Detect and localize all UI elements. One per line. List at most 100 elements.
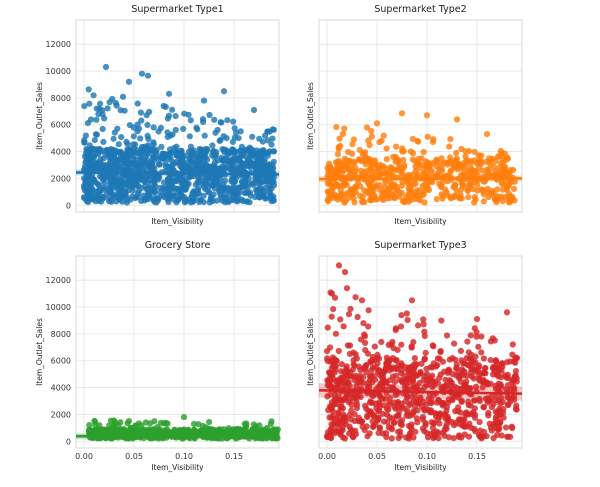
data-point [335,144,342,151]
data-point [449,355,456,362]
data-point [500,414,507,421]
data-point [341,155,348,162]
panel-4: Supermarket Type3 0.00 0.05 0.10 0.15 Item_Vi… [306,240,523,472]
data-point [397,428,404,435]
data-point [327,376,334,383]
data-point [369,379,376,386]
data-point [451,383,458,390]
data-point [115,141,122,148]
data-point [513,355,521,362]
data-point [330,306,337,313]
data-point [396,162,403,170]
data-point [498,432,505,439]
data-point [245,147,253,154]
x-axis-label: Item_Visibility [394,217,447,226]
data-point [352,189,359,196]
data-point [363,361,370,369]
data-point [413,361,420,368]
data-point [214,126,221,134]
data-point [357,183,364,190]
data-point [82,132,89,139]
data-point [412,168,419,175]
data-point [127,159,134,167]
data-point [361,331,368,338]
data-point [380,189,387,196]
data-point [123,154,130,161]
data-point [111,192,118,199]
data-point [332,159,340,166]
data-point [260,161,267,168]
data-point [83,198,91,205]
data-point [480,191,487,198]
data-point [163,193,170,200]
data-point [336,135,343,142]
data-point [329,354,336,361]
data-point [450,435,457,442]
data-point [468,159,475,166]
data-point [495,153,502,160]
data-point [224,152,231,159]
data-point [423,371,431,378]
y-tick-label: 12000 [46,276,71,285]
data-point [480,198,487,205]
data-point [376,182,383,189]
data-point [391,419,398,426]
data-point [463,378,470,385]
data-point [437,371,444,378]
data-point [350,136,357,143]
data-point [480,404,487,411]
data-point [489,189,496,196]
data-point [420,316,427,323]
data-point [352,184,359,191]
data-point [95,111,102,118]
data-point [151,189,158,196]
data-point [349,141,356,148]
data-point [351,411,358,418]
data-point [84,157,91,164]
data-point [361,169,368,176]
data-point [139,176,146,183]
data-point [444,172,451,179]
data-point [163,185,170,192]
y-tick-label: 8000 [51,94,71,103]
data-point [443,332,451,339]
data-point [473,333,480,340]
data-point [205,189,212,196]
data-point [376,382,384,389]
data-point [172,113,179,120]
data-point [267,420,274,427]
data-point [265,149,272,156]
data-point [339,434,347,441]
data-point [195,176,202,183]
data-point [468,358,475,365]
data-point [488,427,495,434]
data-point [462,153,469,160]
data-point [463,384,470,392]
data-point [391,182,398,189]
data-point [375,429,382,436]
data-point [391,378,398,385]
data-point [250,181,257,188]
data-point [453,116,461,123]
data-point [145,135,152,143]
data-point [414,407,421,414]
data-point [340,323,347,330]
data-point [328,290,336,297]
data-point [398,341,405,348]
data-point [192,181,199,188]
data-point [86,422,93,429]
data-point [504,394,511,401]
data-point [144,121,151,128]
data-point [155,175,162,182]
data-point [375,407,383,414]
data-point [241,420,248,427]
data-point [138,185,145,192]
data-point [366,430,373,437]
data-point [110,417,118,424]
data-point [254,426,261,433]
data-point [334,420,341,427]
data-point [91,417,98,424]
data-point [326,193,333,200]
data-point [467,402,474,409]
data-point [340,192,347,199]
